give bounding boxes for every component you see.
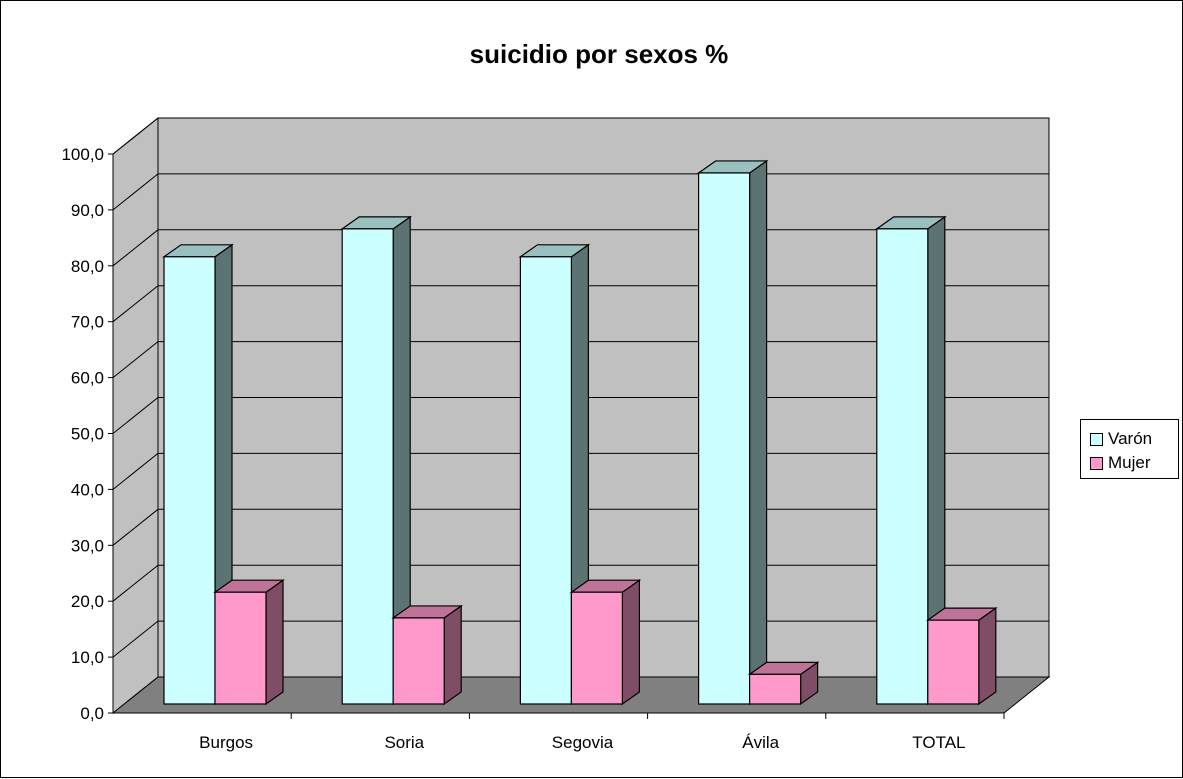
bar-mujer-soria (391, 604, 464, 706)
bar-mujer-ávila (747, 661, 820, 706)
legend: Varón Mujer (1080, 419, 1179, 479)
legend-label-varon: Varón (1108, 429, 1153, 448)
bar-varón-total (874, 215, 947, 706)
bar-front (341, 228, 394, 705)
y-tick-label: 0,0 (80, 704, 104, 723)
bar-front (519, 256, 573, 705)
bar-front (392, 617, 445, 705)
y-tick-label: 10,0 (71, 648, 104, 667)
y-tick-label: 70,0 (71, 313, 104, 332)
legend-label-mujer: Mujer (1108, 453, 1151, 472)
bar-front (697, 172, 751, 705)
bar-mujer-total (925, 606, 998, 706)
bar-side (621, 579, 641, 706)
y-tick-label: 20,0 (71, 592, 104, 611)
legend-swatch-varon (1090, 432, 1103, 446)
bar-front (876, 228, 929, 705)
y-tick-label: 100,0 (61, 145, 104, 164)
bar-mujer-burgos (213, 579, 285, 706)
x-tick-label: Burgos (199, 733, 253, 752)
bar-varón-ávila (696, 159, 769, 706)
bar-front (927, 619, 980, 705)
x-tick-label: Ávila (742, 733, 779, 752)
bar-mujer-segovia (569, 579, 642, 706)
y-tick-labels: 0,0 10,0 20,0 30,0 40,0 50,0 60,0 70,0 80,0 90,0 1… (61, 145, 104, 723)
axes (108, 153, 1005, 719)
gridline (112, 117, 1049, 155)
legend-swatch-mujer (1090, 456, 1103, 470)
bar-front (570, 591, 624, 705)
legend-item-mujer: Mujer (1090, 453, 1151, 473)
y-tick-label: 80,0 (71, 257, 104, 276)
x-tick-label: Soria (384, 733, 424, 752)
y-tick-label: 40,0 (71, 480, 104, 499)
y-tick-label: 30,0 (71, 536, 104, 555)
bar-side (978, 606, 997, 706)
y-tick-label: 90,0 (71, 201, 104, 220)
chart-title: suicidio por sexos % (469, 39, 729, 69)
x-tick-labels: Burgos Soria Segovia Ávila TOTAL (199, 733, 965, 752)
bar-side (748, 159, 768, 706)
x-tick-label: Segovia (552, 733, 614, 752)
bars (162, 159, 998, 706)
bar-side (265, 579, 284, 706)
bar-front (748, 673, 802, 705)
y-tick-label: 50,0 (71, 425, 104, 444)
y-tick-label: 60,0 (71, 369, 104, 388)
bar-side (443, 604, 462, 706)
legend-item-varon: Varón (1090, 429, 1152, 449)
bar-front (163, 256, 216, 705)
bar-varón-soria (340, 215, 413, 706)
x-tick-label: TOTAL (912, 733, 965, 752)
bar-front (214, 591, 267, 705)
bar-varón-segovia (518, 243, 591, 706)
